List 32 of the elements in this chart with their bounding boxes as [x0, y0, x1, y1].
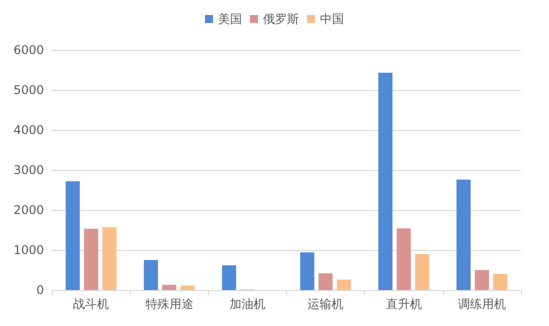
x-tick-label: 战斗机 [73, 297, 110, 311]
bar [396, 228, 411, 290]
bar [493, 274, 508, 290]
bar [415, 254, 430, 290]
bar [66, 181, 80, 290]
bar [84, 228, 98, 290]
bar [378, 72, 392, 290]
y-tick-label: 0 [36, 283, 44, 297]
bar [318, 273, 333, 290]
y-tick-label: 3000 [13, 163, 44, 177]
bar [180, 286, 195, 290]
x-tick-label: 加油机 [229, 297, 266, 311]
legend-label: 中国 [320, 12, 344, 26]
bar [474, 270, 489, 290]
x-tick-label: 特殊用途 [145, 297, 194, 311]
legend-label: 美国 [218, 12, 242, 26]
x-tick-label: 运输机 [308, 297, 344, 311]
x-tick-label: 调练用机 [458, 297, 506, 311]
y-tick-label: 1000 [13, 243, 44, 257]
x-tick-label: 直升机 [386, 297, 422, 311]
y-tick-label: 6000 [13, 43, 44, 57]
y-tick-label: 4000 [13, 123, 44, 137]
bar [456, 180, 471, 290]
bar [102, 227, 116, 290]
bar [300, 252, 314, 290]
y-tick-label: 2000 [13, 203, 44, 217]
y-tick-label: 5000 [13, 83, 44, 97]
bar [162, 284, 176, 290]
bar [336, 280, 351, 290]
bar [222, 265, 236, 290]
bar [144, 260, 158, 290]
legend-label: 俄罗斯 [263, 12, 299, 26]
